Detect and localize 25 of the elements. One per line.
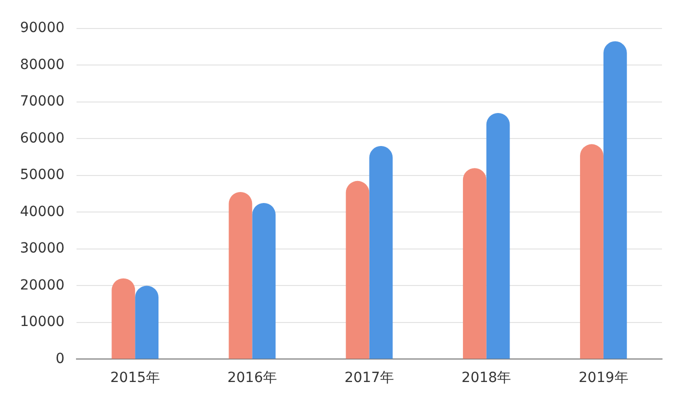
- y-tick-label: 80000: [20, 56, 65, 73]
- x-tick-label: 2019年: [578, 370, 628, 386]
- bar: [462, 168, 486, 359]
- bar: [369, 146, 393, 359]
- x-tick-label: 2017年: [344, 370, 394, 386]
- x-tick-label: 2015年: [110, 370, 160, 386]
- y-tick-label: 70000: [20, 94, 65, 110]
- y-tick-label: 50000: [20, 167, 65, 184]
- y-tick-label: 20000: [20, 277, 65, 294]
- bar: [228, 192, 252, 359]
- y-tick-label: 0: [56, 350, 65, 367]
- bar: [603, 41, 627, 359]
- y-tick-label: 40000: [20, 204, 65, 220]
- bar: [486, 112, 510, 359]
- y-tick-label: 60000: [20, 130, 65, 146]
- bar: [346, 180, 370, 359]
- bar: [252, 202, 276, 359]
- y-tick-label: 90000: [20, 20, 65, 36]
- y-tick-label: 10000: [20, 314, 65, 330]
- y-tick-label: 30000: [20, 240, 65, 257]
- bar: [112, 278, 136, 359]
- x-tick-label: 2018年: [462, 370, 512, 386]
- bar: [135, 286, 158, 359]
- x-tick-label: 2016年: [227, 370, 277, 386]
- bar: [580, 144, 604, 359]
